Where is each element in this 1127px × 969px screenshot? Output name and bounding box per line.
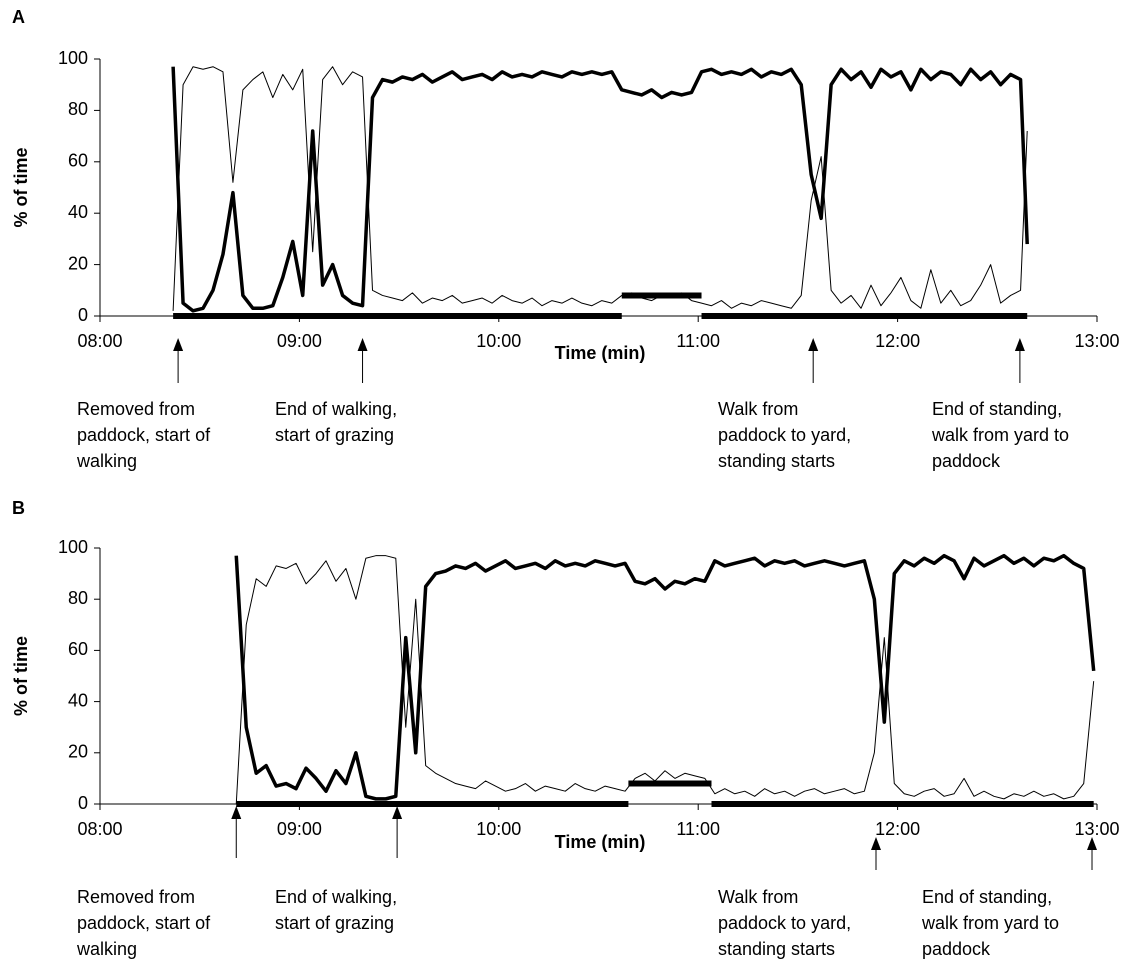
annotation-text: start of grazing <box>275 913 394 933</box>
y-tick-label: 80 <box>68 588 88 608</box>
annotation-text: walking <box>76 939 137 959</box>
arrow-head <box>870 837 881 850</box>
annotation-text: walk from yard to <box>931 425 1069 445</box>
arrow-head <box>173 338 184 351</box>
x-tick-label: 09:00 <box>277 819 322 839</box>
x-tick-label: 10:00 <box>476 819 521 839</box>
arrow-head <box>1087 837 1098 850</box>
annotation-text: End of standing, <box>932 399 1062 419</box>
annotation-text: paddock to yard, <box>718 913 851 933</box>
y-tick-label: 40 <box>68 690 88 710</box>
y-tick-label: 0 <box>78 305 88 325</box>
annotation-text: paddock to yard, <box>718 425 851 445</box>
y-tick-label: 100 <box>58 537 88 557</box>
x-tick-label: 08:00 <box>77 331 122 351</box>
arrow-head <box>357 338 368 351</box>
annotation-text: paddock, start of <box>77 913 211 933</box>
annotation-text: Removed from <box>77 887 195 907</box>
x-tick-label: 11:00 <box>676 819 720 839</box>
annotation-text: End of walking, <box>275 399 397 419</box>
annotation-text: standing starts <box>718 939 835 959</box>
annotation-text: walk from yard to <box>921 913 1059 933</box>
arrow-head <box>231 806 242 819</box>
arrow-head <box>392 806 403 819</box>
x-tick-label: 13:00 <box>1074 331 1119 351</box>
annotation-text: paddock <box>932 451 1001 471</box>
annotation-text: walking <box>76 451 137 471</box>
annotation-text: start of grazing <box>275 425 394 445</box>
x-tick-label: 12:00 <box>875 819 920 839</box>
annotation-text: Removed from <box>77 399 195 419</box>
x-tick-label: 12:00 <box>875 331 920 351</box>
series-line <box>234 553 1096 801</box>
annotation-text: Walk from <box>718 399 798 419</box>
y-tick-label: 60 <box>68 639 88 659</box>
x-tick-label: 08:00 <box>77 819 122 839</box>
y-axis-label: % of time <box>11 636 31 716</box>
y-tick-label: 100 <box>58 48 88 68</box>
arrow-head <box>808 338 819 351</box>
y-tick-label: 80 <box>68 99 88 119</box>
x-tick-label: 11:00 <box>676 331 720 351</box>
annotation-text: Walk from <box>718 887 798 907</box>
x-tick-label: 10:00 <box>476 331 521 351</box>
series-line <box>171 66 1029 313</box>
x-axis-label: Time (min) <box>555 343 646 363</box>
arrow-head <box>1014 338 1025 351</box>
panel-label: A <box>12 7 25 27</box>
x-axis-label: Time (min) <box>555 832 646 852</box>
series-line <box>172 66 1028 311</box>
annotation-text: paddock, start of <box>77 425 211 445</box>
panel-label: B <box>12 498 25 518</box>
annotation-text: paddock <box>922 939 991 959</box>
x-tick-label: 09:00 <box>277 331 322 351</box>
y-tick-label: 40 <box>68 202 88 222</box>
annotation-text: End of walking, <box>275 887 397 907</box>
y-tick-label: 20 <box>68 742 88 762</box>
y-tick-label: 20 <box>68 253 88 273</box>
annotation-text: End of standing, <box>922 887 1052 907</box>
y-tick-label: 60 <box>68 151 88 171</box>
x-tick-label: 13:00 <box>1074 819 1119 839</box>
y-tick-label: 0 <box>78 793 88 813</box>
annotation-text: standing starts <box>718 451 835 471</box>
y-axis-label: % of time <box>11 147 31 227</box>
series-line <box>235 555 1095 805</box>
